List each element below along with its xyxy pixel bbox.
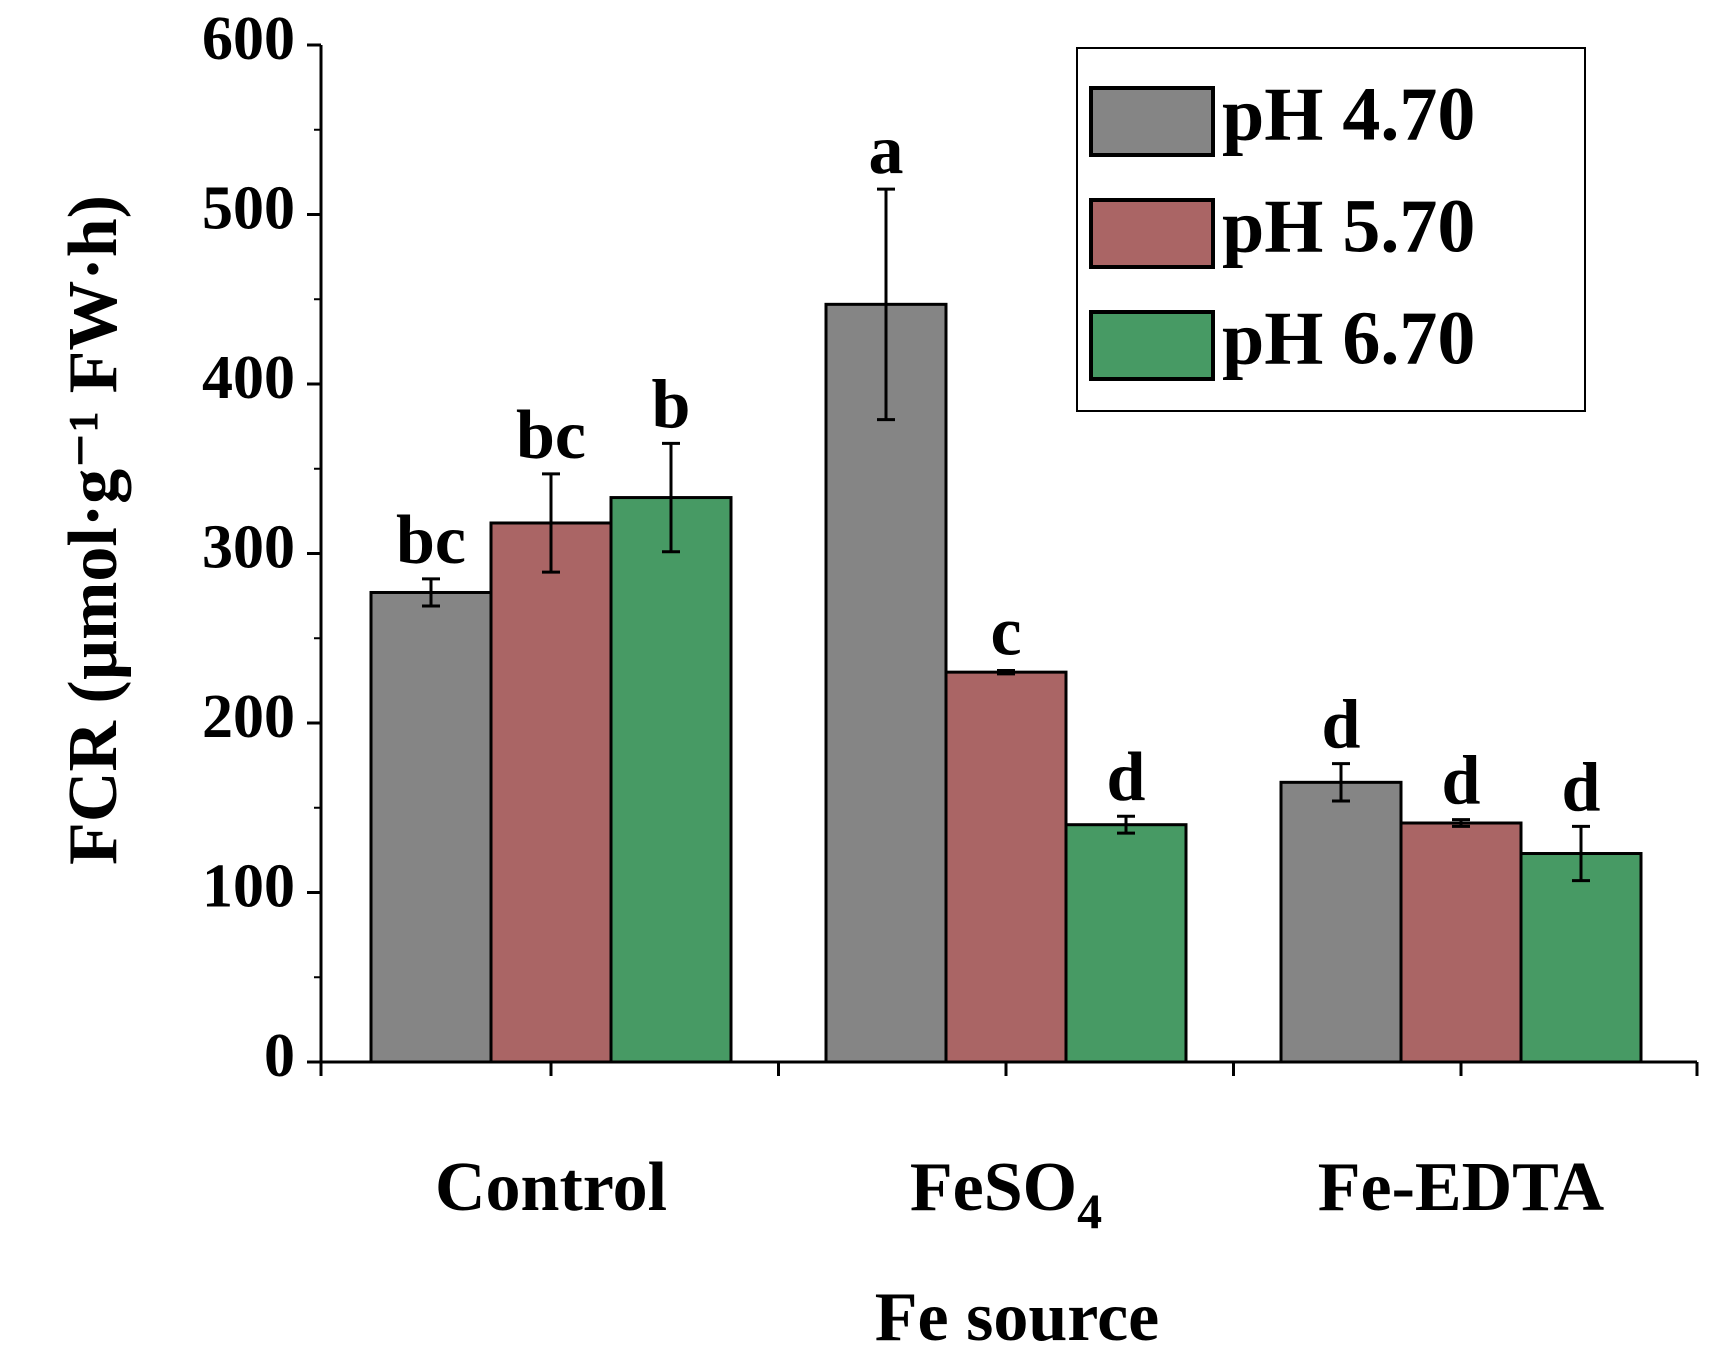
significance-letter: d	[1562, 749, 1601, 826]
y-axis-title: FCR (µmol·g⁻¹ FW·h)	[55, 195, 132, 865]
y-tick-label: 600	[202, 5, 295, 73]
y-axis-label: FCR (µmol·g⁻¹ FW·h)	[55, 195, 132, 865]
y-tick-label: 200	[202, 683, 295, 751]
significance-letter: d	[1322, 687, 1361, 764]
y-tick-label: 500	[202, 175, 295, 243]
bar	[824, 302, 948, 1064]
significance-letter: bc	[396, 502, 466, 579]
legend: pH 4.70 pH 5.70 pH 6.70	[1076, 47, 1586, 412]
legend-label: pH 5.70	[1222, 184, 1475, 268]
significance-letter: b	[652, 366, 691, 443]
bar	[609, 496, 733, 1064]
significance-letter: bc	[516, 397, 586, 474]
y-tick-label: 0	[264, 1022, 295, 1090]
significance-letter: d	[1107, 739, 1146, 816]
bar	[1064, 823, 1188, 1064]
bar	[1279, 780, 1403, 1064]
x-axis-label: Fe source	[875, 1279, 1159, 1356]
significance-letter: c	[990, 593, 1021, 670]
significance-letter: a	[869, 112, 904, 189]
y-tick-label: 400	[202, 344, 295, 412]
bar	[944, 670, 1068, 1064]
legend-label: pH 4.70	[1222, 72, 1475, 156]
y-tick-label: 300	[202, 514, 295, 582]
x-tick-label: Control	[435, 1149, 667, 1226]
legend-label: pH 6.70	[1222, 296, 1475, 380]
legend-items: pH 4.70 pH 5.70 pH 6.70	[1089, 72, 1475, 381]
bar	[489, 521, 613, 1064]
bar	[1519, 852, 1643, 1064]
bar	[369, 590, 493, 1064]
legend-swatch	[1089, 310, 1215, 381]
legend-swatch	[1089, 198, 1215, 269]
significance-letter: d	[1442, 743, 1481, 820]
y-tick-label: 100	[202, 853, 295, 921]
bar	[1399, 821, 1523, 1064]
x-tick-label: Fe-EDTA	[1318, 1149, 1605, 1226]
x-tick-label: FeSO4	[910, 1149, 1102, 1239]
legend-swatch	[1089, 86, 1215, 157]
